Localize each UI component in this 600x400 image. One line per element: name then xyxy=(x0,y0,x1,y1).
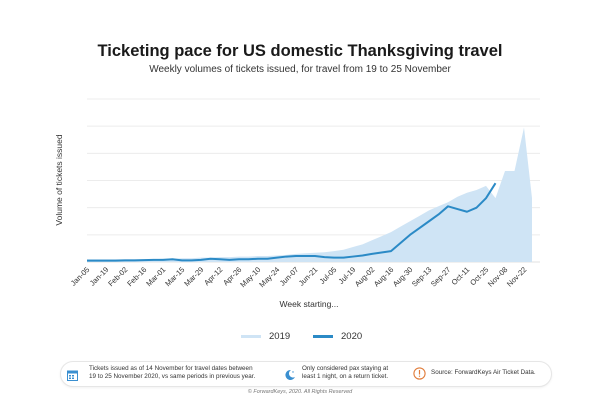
series-2019 xyxy=(87,127,532,263)
x-tick-label: Mar-01 xyxy=(144,265,167,288)
x-tick-label: Aug-16 xyxy=(372,265,395,288)
legend-label-2019: 2019 xyxy=(269,331,291,342)
area-2019 xyxy=(87,127,532,263)
chart-title: Ticketing pace for US domestic Thanksgiv… xyxy=(97,42,503,60)
legend-label-2020: 2020 xyxy=(341,331,363,342)
calendar-icon xyxy=(67,368,78,386)
series-2020 xyxy=(87,182,497,262)
note-1-line-1: Tickets issued as of 14 November for tra… xyxy=(89,365,253,372)
x-tick-label: Jan-19 xyxy=(88,265,111,288)
x-tick-label: Sep-27 xyxy=(429,265,452,288)
x-tick-label: Aug-02 xyxy=(353,265,376,288)
x-tick-label: Jan-05 xyxy=(69,265,92,288)
legend-swatch-2020 xyxy=(313,335,333,338)
x-tick-label: Nov-22 xyxy=(505,265,528,288)
note-tickets-issued: Tickets issued as of 14 November for tra… xyxy=(89,365,255,381)
note-1-line-2: 19 to 25 November 2020, vs same periods … xyxy=(89,373,256,380)
note-pax-staying: Only considered pax staying at least 1 n… xyxy=(302,365,388,381)
note-2-line-1: Only considered pax staying at xyxy=(302,365,389,372)
y-axis-label: Volume of tickets issued xyxy=(54,134,64,225)
note-2-line-2: least 1 night, on a return ticket. xyxy=(302,373,389,380)
copyright: © ForwardKeys, 2020. All Rights Reserved xyxy=(247,389,353,395)
x-tick-label: Feb-16 xyxy=(125,265,148,288)
moon-icon xyxy=(284,368,296,386)
x-tick-label: Mar-29 xyxy=(182,265,205,288)
note-source: Source: ForwardKeys Air Ticket Data. xyxy=(431,369,536,376)
x-tick-label: Jun-07 xyxy=(278,265,301,288)
x-tick-label: Sep-13 xyxy=(410,265,433,288)
x-axis-label: Week starting... xyxy=(280,299,339,309)
warning-icon xyxy=(413,367,426,385)
x-tick-label: Jul-05 xyxy=(318,265,339,286)
legend: 2019 2020 xyxy=(0,331,600,347)
chart-svg: Jan-05Jan-19Feb-02Feb-16Mar-01Mar-15Mar-… xyxy=(54,98,540,309)
x-tick-label: Jun-21 xyxy=(297,265,320,288)
x-tick-label: Oct-11 xyxy=(450,265,472,287)
x-tick-label: Apr-12 xyxy=(202,265,224,287)
x-tick-label: Nov-08 xyxy=(486,265,509,288)
x-tick-label: May-24 xyxy=(257,265,281,289)
x-tick-label: Mar-15 xyxy=(163,265,186,288)
legend-item-2020[interactable]: 2020 xyxy=(313,331,362,342)
x-tick-label: Aug-30 xyxy=(391,265,414,288)
line-2020 xyxy=(87,182,497,262)
x-tick-label: Feb-02 xyxy=(106,265,129,288)
chart-subtitle: Weekly volumes of tickets issued, for tr… xyxy=(149,64,451,75)
footer-notes: Tickets issued as of 14 November for tra… xyxy=(60,361,552,387)
legend-swatch-2019 xyxy=(241,335,261,338)
legend-item-2019[interactable]: 2019 xyxy=(241,331,290,342)
x-tick-labels: Jan-05Jan-19Feb-02Feb-16Mar-01Mar-15Mar-… xyxy=(69,265,529,289)
